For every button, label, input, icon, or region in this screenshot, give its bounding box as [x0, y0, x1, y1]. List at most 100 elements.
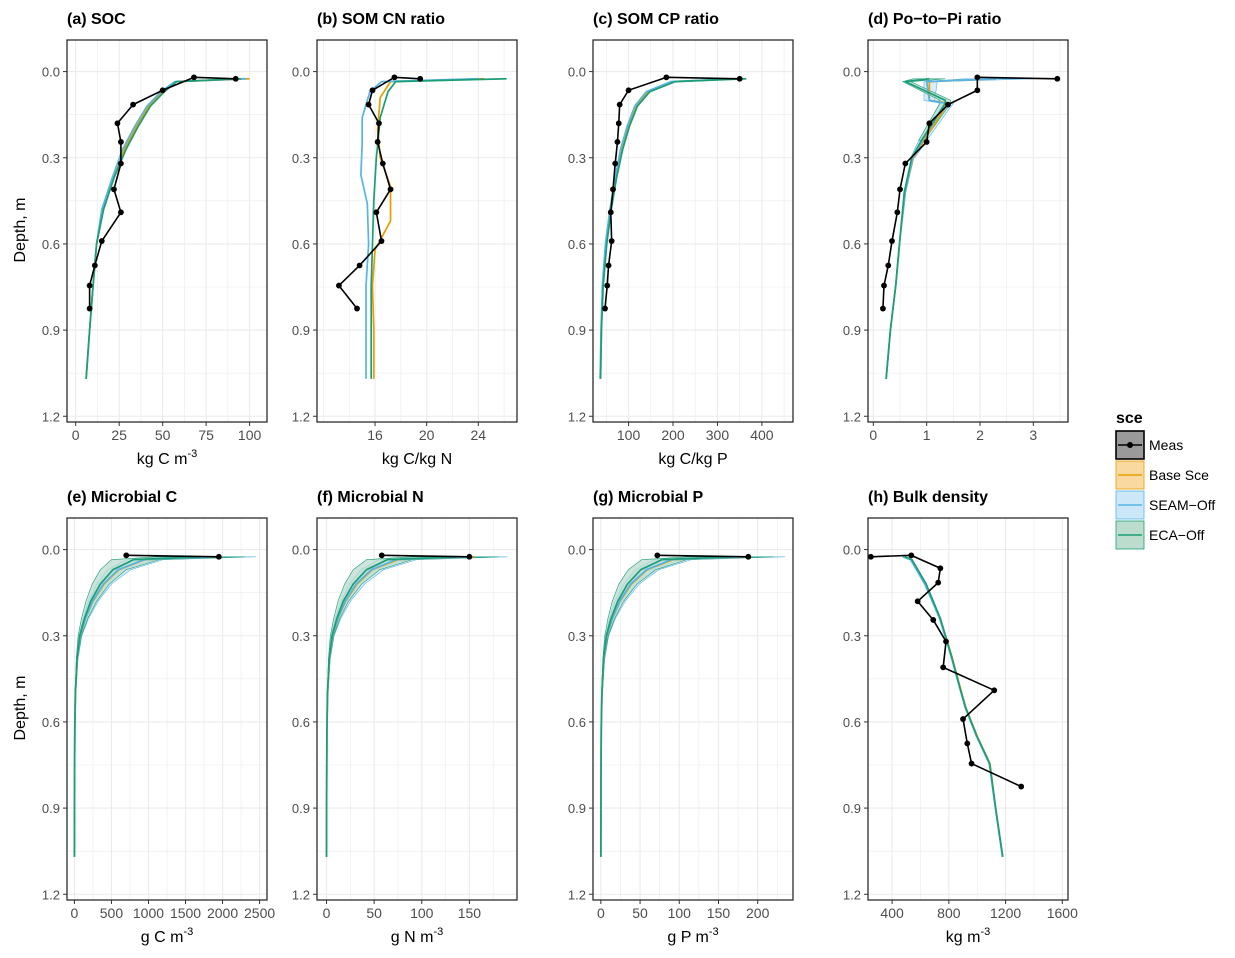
data-point-meas: [111, 186, 117, 193]
data-point-meas: [114, 120, 121, 127]
plot-area: [67, 40, 267, 422]
data-point-meas: [118, 139, 124, 145]
data-point-meas: [964, 740, 971, 747]
x-axis-label: kg C m-3: [137, 448, 197, 468]
x-tick-label: 300: [706, 427, 730, 443]
y-axis-label-top: Depth, m: [12, 198, 29, 263]
x-tick-label: 50: [632, 905, 648, 921]
data-point-meas: [466, 553, 473, 560]
x-tick-label: 100: [238, 427, 262, 443]
data-point-meas: [943, 638, 949, 645]
y-tick-label: 1.2: [42, 409, 60, 424]
y-tick-label: 0.6: [42, 237, 60, 252]
panel-g-microbial-p: (g) Microbial P 0.0 0.3 0.6 0.9 1.2 0 50 100 150 2…: [568, 489, 794, 946]
x-axis-label: kg m-3: [946, 926, 990, 946]
y-tick-label: 0.3: [568, 151, 586, 166]
legend-item-eca-off: ECA−Off: [1115, 520, 1204, 550]
data-point-meas: [654, 552, 661, 559]
series-line-meas: [126, 554, 219, 558]
data-point-meas: [902, 160, 909, 167]
data-point-meas: [159, 87, 166, 94]
data-point-meas: [889, 238, 895, 244]
legend-key-point: [1127, 442, 1133, 448]
grid: [593, 518, 793, 900]
y-axis-label-bottom: Depth, m: [12, 676, 29, 741]
y-tick-label: 1.2: [568, 409, 586, 424]
y-tick-label: 1.2: [42, 887, 60, 902]
x-tick-label: 1000: [133, 905, 164, 921]
data-point-meas: [608, 238, 615, 244]
y-tick-label: 0.9: [292, 323, 310, 338]
data-point-meas: [940, 664, 947, 671]
grid: [868, 40, 1068, 422]
panel-title: (b) SOM CN ratio: [317, 11, 445, 28]
x-tick-label: 200: [746, 905, 770, 921]
panel-border: [592, 517, 794, 901]
y-tick-label: 0.6: [843, 237, 861, 252]
y-tick-label: 0.9: [292, 801, 310, 816]
data-point-meas: [894, 209, 901, 216]
x-tick-label: 1600: [1047, 905, 1078, 921]
x-tick-label: 150: [458, 905, 482, 921]
data-point-meas: [935, 579, 942, 586]
legend-label: Meas: [1149, 437, 1183, 453]
y-tick-label: 0.9: [42, 323, 60, 338]
y-tick-label: 0.9: [843, 323, 861, 338]
data-point-meas: [616, 101, 623, 108]
y-tick-label: 0.9: [568, 801, 586, 816]
y-tick-label: 0.6: [843, 715, 861, 730]
data-point-meas: [926, 120, 933, 127]
data-point-meas: [86, 305, 93, 312]
y-tick-label: 0.6: [568, 715, 586, 730]
plot-area: [593, 518, 793, 900]
grid: [67, 518, 267, 900]
legend-item-base-sce: Base Sce: [1115, 460, 1209, 490]
x-tick-label: 800: [937, 905, 961, 921]
data-point-meas: [974, 74, 981, 81]
grid: [317, 40, 517, 422]
plot-area: [868, 518, 1068, 900]
y-tick-label: 1.2: [292, 409, 310, 424]
y-tick-label: 0.6: [568, 237, 586, 252]
x-axis-label: g C m-3: [141, 926, 193, 946]
data-point-meas: [960, 716, 966, 722]
y-tick-label: 1.2: [843, 409, 861, 424]
panel-border: [66, 517, 268, 901]
y-tick-label: 0.0: [843, 543, 861, 558]
series-line-meas: [381, 554, 470, 558]
panel-border: [316, 517, 518, 901]
panel-a-soc: (a) SOC 0.0 0.3 0.6 0.9 1.2 0 25 50 75 100 kg C m-3: [42, 11, 268, 468]
y-tick-label: 0.6: [292, 237, 310, 252]
data-point-meas: [885, 262, 892, 269]
panel-d-po-to-pi-ratio: (d) Po−to−Pi ratio 0.0 0.3 0.6 0.9 1.2 0 1 2 3: [843, 11, 1069, 443]
y-tick-label: 1.2: [843, 887, 861, 902]
grid: [67, 40, 267, 422]
plot-area: [593, 40, 793, 422]
x-tick-label: 150: [707, 905, 731, 921]
y-tick-label: 0.0: [843, 65, 861, 80]
data-point-meas: [923, 139, 930, 145]
y-tick-label: 0.3: [42, 629, 60, 644]
data-point-meas: [130, 101, 136, 108]
data-point-meas: [612, 160, 619, 167]
x-tick-label: 75: [198, 427, 214, 443]
x-axis-label: kg C/kg P: [658, 451, 727, 468]
x-tick-label: 20: [419, 427, 435, 443]
series-line-meas: [657, 554, 749, 558]
data-point-meas: [374, 139, 381, 145]
data-point-meas: [867, 553, 874, 560]
panel-f-microbial-n: (f) Microbial N 0.0 0.3 0.6 0.9 1.2 0 50 100 150 g…: [292, 489, 518, 946]
x-tick-label: 2500: [244, 905, 275, 921]
data-point-meas: [378, 552, 385, 559]
data-point-meas: [991, 687, 998, 694]
data-point-meas: [1054, 75, 1061, 82]
data-point-meas: [602, 305, 608, 312]
data-point-meas: [908, 552, 915, 559]
x-tick-label: 0: [72, 427, 80, 443]
x-axis-label: kg C/kg N: [382, 451, 452, 468]
data-point-meas: [232, 75, 239, 82]
data-point-meas: [945, 101, 951, 108]
data-point-meas: [897, 186, 903, 193]
